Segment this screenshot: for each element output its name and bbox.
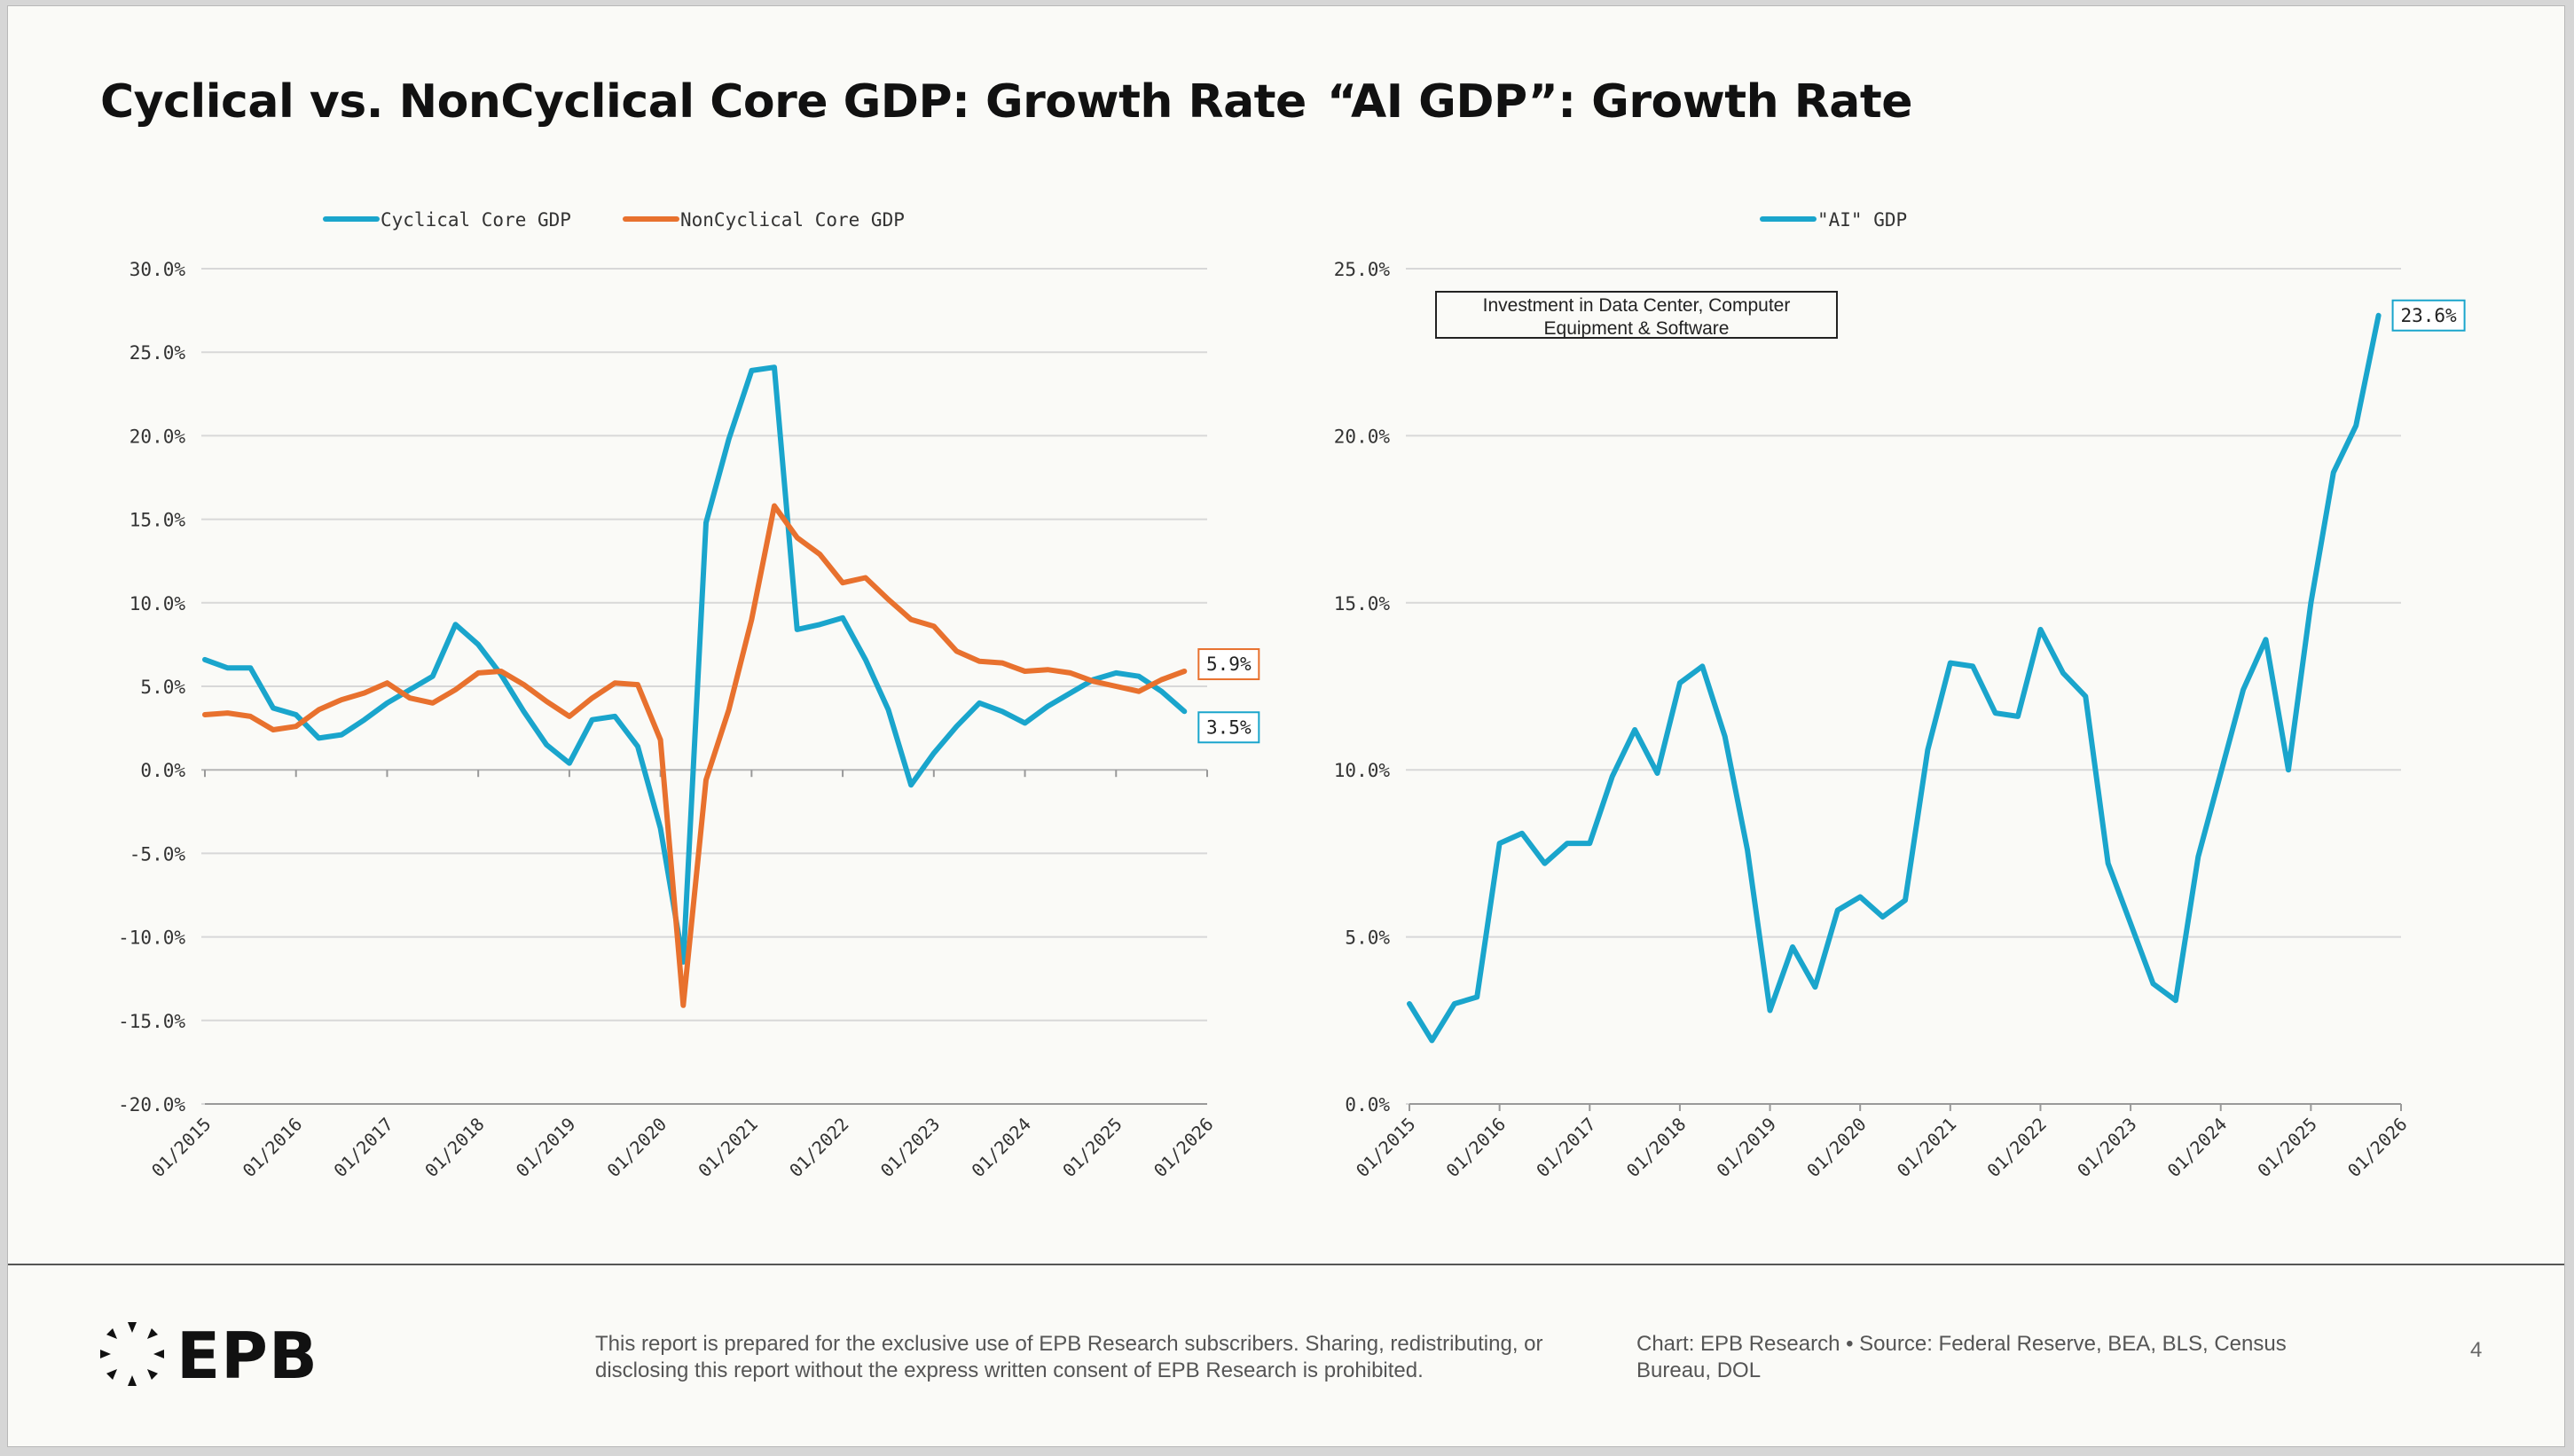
series-line-2 bbox=[202, 503, 1188, 1008]
x-tick-label: 01/2023 bbox=[2073, 1114, 2141, 1182]
y-tick-label: 25.0% bbox=[1334, 259, 1391, 280]
chart-1: 30.0% 25.0% 20.0% 15.0% 10.0% 5.0% 0.0% -5.0% -1… bbox=[118, 209, 1260, 1182]
x-tick-label: 01/2022 bbox=[785, 1114, 853, 1182]
y-tick-label: 20.0% bbox=[1334, 426, 1391, 447]
y-tick-label: -5.0% bbox=[129, 843, 186, 865]
x-tick-label: 01/2025 bbox=[1058, 1114, 1126, 1182]
charts-canvas: 30.0% 25.0% 20.0% 15.0% 10.0% 5.0% 0.0% -5.0% -1… bbox=[118, 209, 2466, 1182]
chart-2: 25.0% 20.0% 15.0% 10.0% 5.0% 0.0%01/2015 01/20… bbox=[1334, 209, 2466, 1182]
y-tick-label: 0.0% bbox=[1345, 1094, 1390, 1115]
slide: Cyclical vs. NonCyclical Core GDP: Growt… bbox=[7, 5, 2565, 1447]
annotation-box bbox=[1435, 291, 1838, 339]
y-tick-label: 15.0% bbox=[1334, 593, 1391, 614]
x-tick-label: 01/2016 bbox=[1442, 1114, 1511, 1182]
epb-logo-text: EPB bbox=[177, 1319, 318, 1393]
end-value-label: 23.6% bbox=[2391, 299, 2466, 332]
x-tick-label: 01/2025 bbox=[2253, 1114, 2321, 1182]
x-tick-label: 01/2019 bbox=[512, 1114, 580, 1182]
x-tick-label: 01/2024 bbox=[2163, 1114, 2232, 1182]
epb-logo: EPB bbox=[98, 1320, 356, 1391]
legend-label: Cyclical Core GDP bbox=[381, 209, 571, 231]
y-tick-label: 25.0% bbox=[129, 342, 186, 364]
x-tick-label: 01/2023 bbox=[876, 1114, 945, 1182]
end-value-label: 3.5% bbox=[1197, 711, 1260, 744]
x-tick-label: 01/2017 bbox=[329, 1114, 397, 1182]
x-tick-label: 01/2015 bbox=[147, 1114, 216, 1182]
x-tick-label: 01/2018 bbox=[1622, 1114, 1691, 1182]
y-tick-label: -10.0% bbox=[118, 928, 185, 949]
x-tick-label: 01/2022 bbox=[1982, 1114, 2051, 1182]
left-chart-title: Cyclical vs. NonCyclical Core GDP: Growt… bbox=[100, 75, 1307, 129]
footer-divider bbox=[8, 1264, 2564, 1265]
right-chart-title: “AI GDP”: Growth Rate bbox=[1327, 75, 1913, 129]
series-line-1 bbox=[1407, 312, 2382, 1044]
svg-text:23.6%: 23.6% bbox=[2400, 305, 2457, 326]
y-tick-label: 30.0% bbox=[129, 259, 186, 280]
y-tick-label: 10.0% bbox=[129, 593, 186, 614]
x-tick-label: 01/2016 bbox=[239, 1114, 307, 1182]
y-tick-label: 5.0% bbox=[1345, 928, 1390, 949]
x-tick-label: 01/2024 bbox=[968, 1114, 1036, 1182]
y-tick-label: -20.0% bbox=[118, 1094, 185, 1115]
x-tick-label: 01/2015 bbox=[1352, 1114, 1420, 1182]
end-value-label: 5.9% bbox=[1197, 648, 1260, 681]
x-tick-label: 01/2018 bbox=[420, 1114, 489, 1182]
annotation-text: Investment in Data Center, Computer Equip… bbox=[1483, 295, 1791, 339]
legend-label: NonCyclical Core GDP bbox=[680, 209, 905, 231]
svg-text:3.5%: 3.5% bbox=[1206, 716, 1252, 738]
x-tick-label: 01/2026 bbox=[2343, 1114, 2412, 1182]
y-tick-label: 10.0% bbox=[1334, 760, 1391, 781]
series-line-1 bbox=[202, 364, 1188, 965]
source-text: Chart: EPB Research • Source: Federal Re… bbox=[1636, 1332, 2287, 1382]
y-tick-label: 20.0% bbox=[129, 426, 186, 447]
x-tick-label: 01/2019 bbox=[1713, 1114, 1781, 1182]
x-tick-label: 01/2021 bbox=[694, 1114, 762, 1182]
page-number: 4 bbox=[2470, 1338, 2483, 1362]
y-tick-label: 15.0% bbox=[129, 510, 186, 531]
x-tick-label: 01/2026 bbox=[1150, 1114, 1218, 1182]
y-tick-label: -15.0% bbox=[118, 1011, 185, 1032]
x-tick-label: 01/2020 bbox=[1802, 1114, 1871, 1182]
x-tick-label: 01/2020 bbox=[603, 1114, 671, 1182]
legend-label: "AI" GDP bbox=[1817, 209, 1907, 231]
epb-logo-icon bbox=[100, 1322, 164, 1386]
disclaimer-text: This report is prepared for the exclusiv… bbox=[595, 1332, 1543, 1382]
y-tick-label: 0.0% bbox=[140, 760, 185, 781]
svg-text:5.9%: 5.9% bbox=[1206, 654, 1252, 675]
x-tick-label: 01/2017 bbox=[1532, 1114, 1600, 1182]
x-tick-label: 01/2021 bbox=[1893, 1114, 1961, 1182]
y-tick-label: 5.0% bbox=[140, 677, 185, 698]
